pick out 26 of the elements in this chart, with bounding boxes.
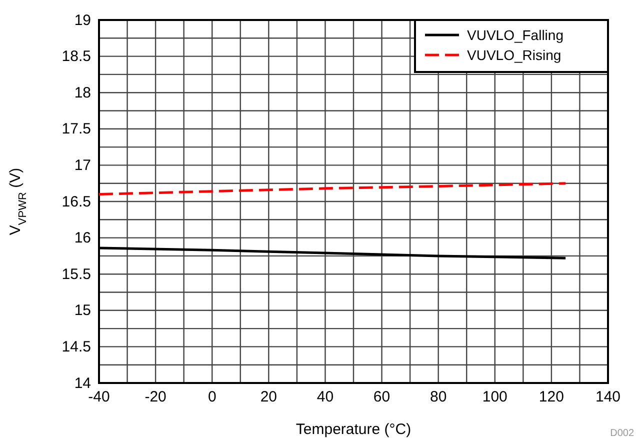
y-tick-label: 18: [74, 84, 91, 102]
x-tick-label: -40: [88, 388, 110, 406]
y-tick-label: 14: [74, 374, 91, 392]
x-tick-label: 120: [538, 388, 564, 406]
y-tick-label: 17.5: [62, 120, 91, 138]
legend-label: VUVLO_Falling: [467, 27, 564, 43]
y-tick-label: 15: [74, 302, 91, 320]
y-tick-label: 18.5: [62, 48, 91, 66]
y-tick-label: 17: [74, 157, 91, 174]
y-tick-label: 14.5: [62, 338, 91, 356]
x-tick-label: 80: [430, 388, 447, 406]
y-tick-label: 16: [74, 230, 91, 247]
y-tick-label: 19: [74, 12, 91, 29]
y-tick-label: 16.5: [62, 193, 91, 210]
line-series: [98, 182, 567, 196]
x-tick-label: 100: [482, 388, 508, 406]
x-tick-label: 20: [260, 388, 278, 406]
legend-label: VUVLO_Rising: [467, 47, 562, 63]
x-tick-label: 60: [373, 388, 390, 406]
text: D002: [610, 428, 634, 438]
y-tick-label: 15.5: [62, 266, 91, 283]
x-tick-label: -20: [144, 388, 166, 406]
x-tick-label: 0: [208, 388, 216, 406]
x-tick-label: 40: [316, 388, 334, 406]
x-tick-label: 140: [595, 388, 621, 406]
x-axis-title: Temperature (°C): [296, 421, 412, 438]
